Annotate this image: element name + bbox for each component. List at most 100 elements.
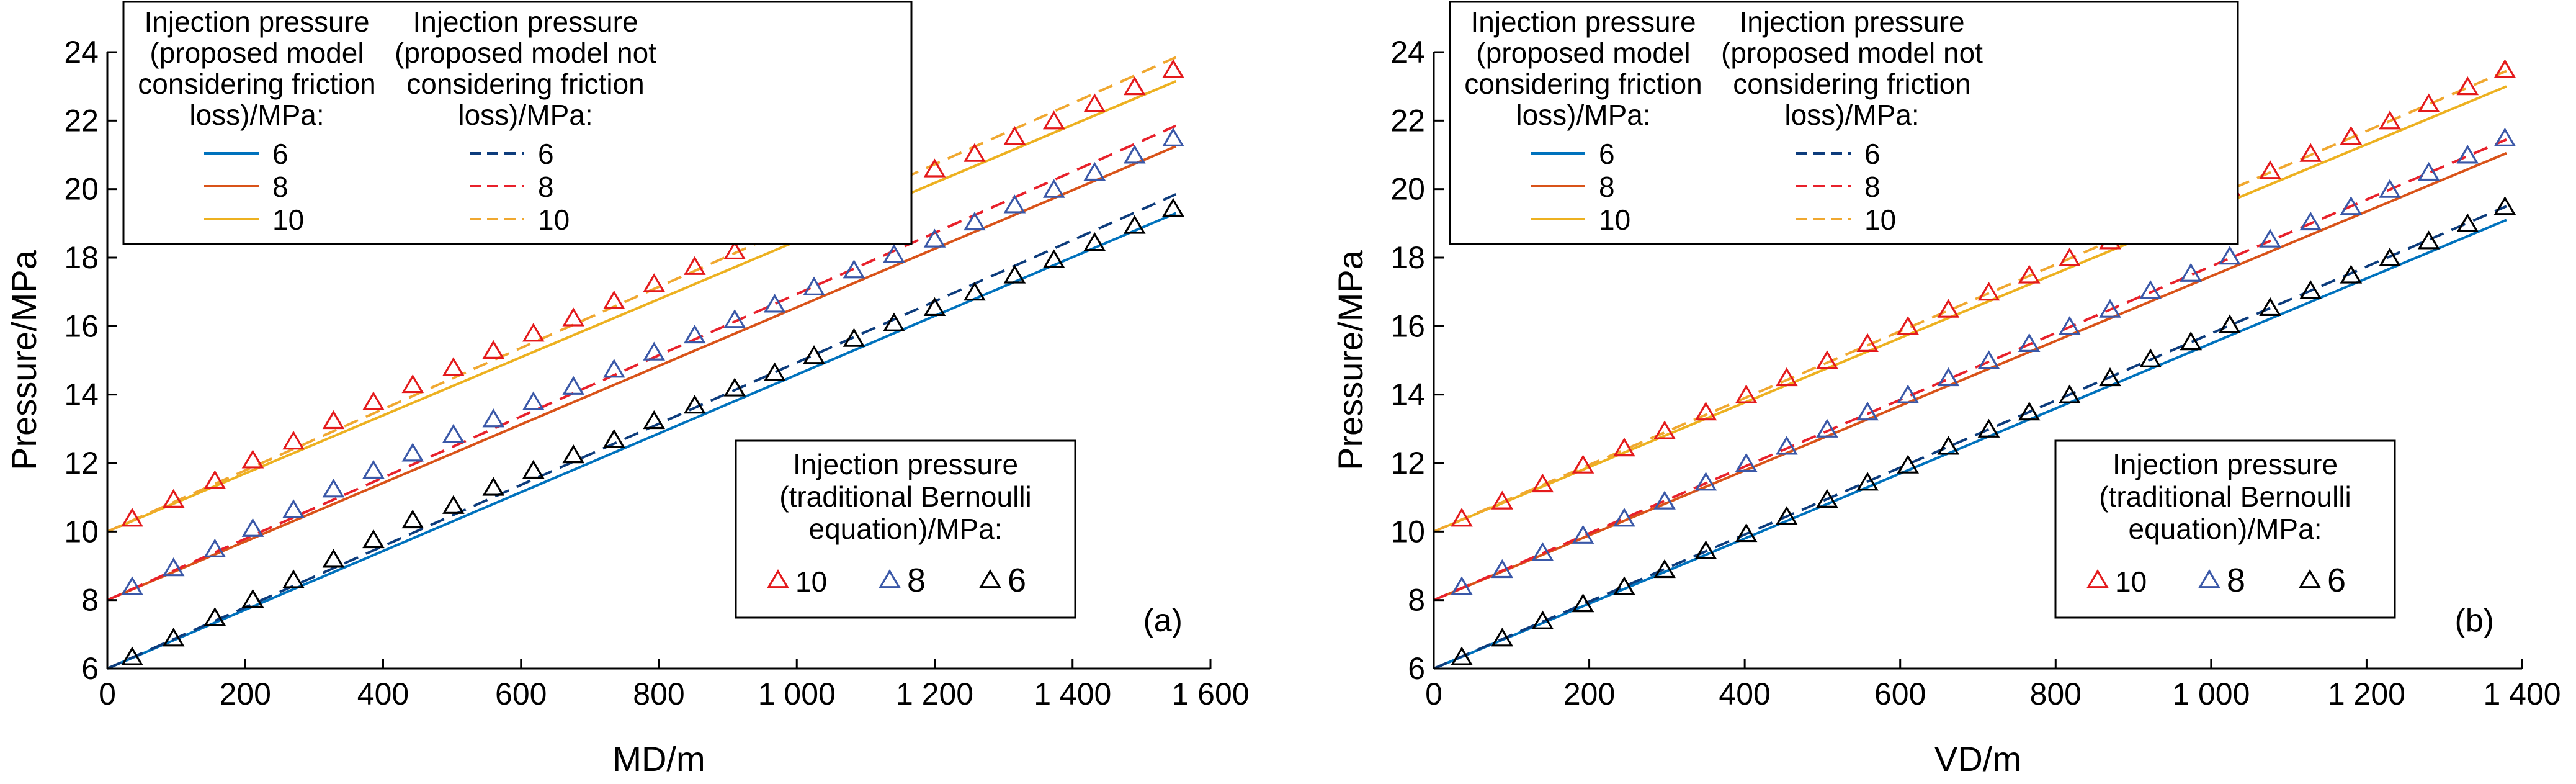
legend-marker-label: 10: [2115, 565, 2147, 598]
data-point-bernoulli-8: [1451, 576, 1473, 595]
series-line-solid-8: [1433, 151, 2507, 602]
data-point-bernoulli-10: [1451, 508, 1473, 527]
data-point-bernoulli-10: [2493, 59, 2516, 78]
data-point-bernoulli-8: [1613, 508, 1635, 527]
x-axis-label: VD/m: [1934, 739, 2021, 778]
data-point-bernoulli-6: [2099, 367, 2121, 387]
legend-bernoulli-title-line: (traditional Bernoulli: [2099, 480, 2351, 513]
data-point-bernoulli-10: [2299, 143, 2322, 162]
data-point-bernoulli-8: [322, 479, 345, 498]
data-point-bernoulli-6: [1003, 264, 1026, 284]
data-point-bernoulli-6: [1816, 489, 1838, 508]
data-point-bernoulli-10: [1897, 316, 1920, 335]
data-point-bernoulli-6: [2059, 384, 2081, 403]
x-tick-label: 400: [1719, 677, 1770, 711]
data-point-bernoulli-8: [923, 228, 946, 248]
legend-label-dashed: 8: [1864, 171, 1881, 203]
data-point-bernoulli-6: [1694, 540, 1717, 559]
data-point-bernoulli-10: [241, 449, 264, 469]
data-point-bernoulli-6: [1572, 593, 1594, 613]
legend-lines-box: [1449, 1, 2239, 245]
data-point-bernoulli-10: [1572, 454, 1594, 474]
data-point-bernoulli-6: [1451, 646, 1473, 665]
data-point-bernoulli-8: [843, 259, 865, 279]
data-point-bernoulli-10: [2018, 264, 2041, 284]
data-point-bernoulli-6: [562, 444, 585, 464]
data-point-bernoulli-10: [1003, 125, 1026, 145]
panel-label: (a): [1143, 603, 1183, 639]
data-point-bernoulli-8: [803, 276, 825, 295]
legend-marker-label: 8: [907, 562, 926, 599]
data-point-bernoulli-10: [1937, 299, 1960, 318]
legend-friction-title-line: loss)/MPa:: [1516, 99, 1650, 131]
data-point-bernoulli-10: [401, 374, 424, 394]
y-tick-label: 8: [1408, 583, 1425, 618]
legend-friction-title-line: (proposed model: [1476, 37, 1690, 69]
x-tick-label: 1 400: [2483, 677, 2560, 711]
data-point-bernoulli-6: [1653, 559, 1676, 579]
legend-nofriction-title-line: loss)/MPa:: [458, 99, 593, 131]
legend-label-solid: 8: [272, 171, 288, 203]
data-point-bernoulli-8: [162, 557, 185, 577]
y-tick-label: 22: [1390, 103, 1425, 138]
y-tick-label: 20: [64, 172, 99, 207]
data-point-bernoulli-8: [401, 443, 424, 462]
x-tick-label: 1 000: [758, 677, 836, 711]
data-point-bernoulli-10: [1694, 402, 1717, 421]
data-point-bernoulli-6: [1531, 610, 1554, 629]
x-tick-label: 1 400: [1034, 677, 1111, 711]
legend-markers: Injection pressure(traditional Bernoulli…: [735, 439, 1076, 619]
legend-nofriction-title-line: (proposed model not: [1721, 37, 1983, 69]
data-point-bernoulli-6: [1897, 454, 1920, 474]
data-point-bernoulli-6: [482, 477, 505, 496]
legend-friction-title-line: Injection pressure: [144, 6, 369, 38]
data-point-bernoulli-10: [203, 470, 226, 489]
data-point-bernoulli-8: [362, 459, 385, 479]
data-point-bernoulli-10: [1083, 93, 1106, 112]
data-point-bernoulli-10: [1653, 420, 1676, 439]
x-tick-label: 200: [220, 677, 271, 711]
data-point-bernoulli-8: [1856, 402, 1879, 421]
data-point-bernoulli-10: [162, 489, 185, 508]
data-point-bernoulli-6: [401, 509, 424, 529]
series-line-dashed-8: [1433, 138, 2507, 602]
data-point-bernoulli-8: [1123, 145, 1146, 164]
x-tick-label: 600: [1874, 677, 1926, 711]
data-point-bernoulli-10: [282, 430, 305, 450]
data-point-bernoulli-8: [1491, 559, 1514, 579]
legend-nofriction-title-line: Injection pressure: [1739, 6, 1964, 38]
data-point-bernoulli-8: [2139, 280, 2162, 299]
y-tick-label: 22: [64, 103, 99, 138]
data-point-bernoulli-6: [162, 628, 185, 647]
data-point-bernoulli-8: [1003, 194, 1026, 214]
data-point-bernoulli-10: [1816, 350, 1838, 369]
data-point-bernoulli-8: [1977, 350, 2000, 369]
legend-marker-10-icon: [2086, 569, 2109, 588]
legend-markers-box: [735, 439, 1076, 619]
data-point-bernoulli-8: [562, 376, 585, 395]
data-point-bernoulli-6: [2379, 247, 2401, 267]
data-point-bernoulli-10: [2059, 247, 2081, 267]
legend-marker-10-icon: [767, 569, 789, 588]
data-point-bernoulli-8: [1042, 179, 1065, 198]
legend-lines-box: [122, 1, 913, 245]
data-point-bernoulli-8: [2059, 316, 2081, 335]
legend-bernoulli-title-line: Injection pressure: [793, 448, 1018, 480]
series-line-dashed-8: [107, 124, 1177, 602]
data-point-bernoulli-8: [723, 309, 746, 328]
data-point-bernoulli-6: [1937, 436, 1960, 455]
data-point-bernoulli-6: [723, 377, 746, 397]
chart-panel-a: 0 200 400 600 800 1 000 1 200 1 400 1 6006810121…: [4, 1, 1250, 778]
data-point-bernoulli-6: [442, 495, 465, 514]
data-point-bernoulli-6: [1977, 418, 2000, 438]
y-tick-label: 14: [1390, 377, 1425, 412]
legend-nofriction-title-line: loss)/MPa:: [1784, 99, 1919, 131]
data-point-bernoulli-6: [2417, 230, 2440, 250]
legend-label-solid: 10: [1599, 204, 1630, 236]
data-point-bernoulli-6: [2180, 331, 2203, 351]
x-tick-label: 1 200: [896, 677, 973, 711]
data-point-bernoulli-8: [442, 423, 465, 443]
data-point-bernoulli-6: [203, 607, 226, 626]
data-point-bernoulli-8: [1937, 367, 1960, 387]
y-tick-label: 14: [64, 377, 99, 412]
